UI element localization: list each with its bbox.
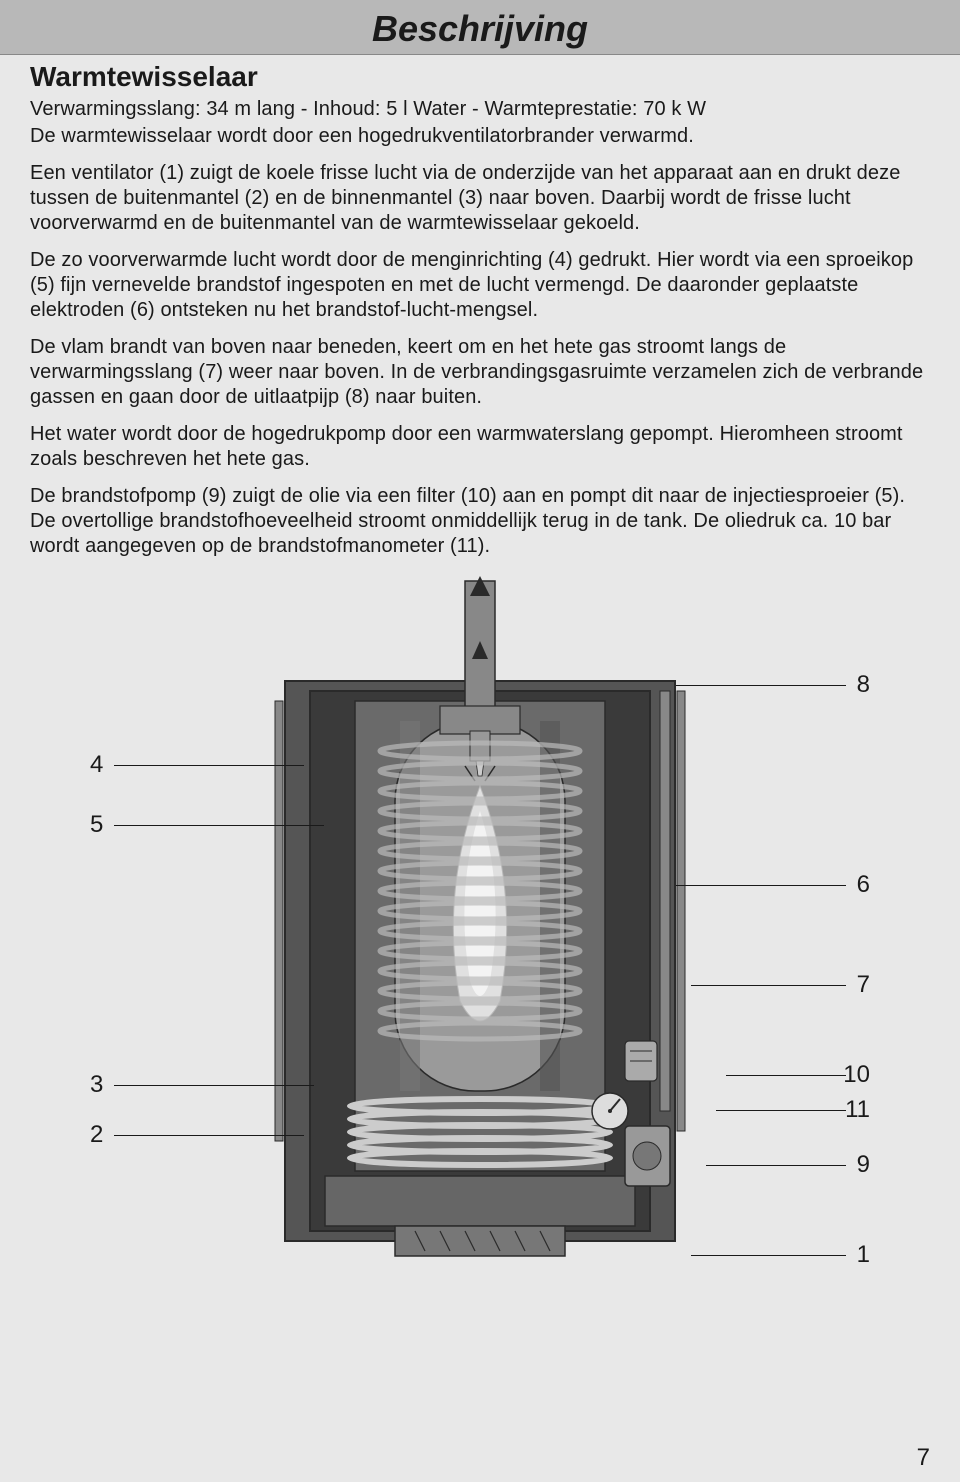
intro-line: De warmtewisselaar wordt door een hogedr…: [30, 124, 930, 149]
callout-11: 11: [840, 1096, 870, 1124]
callout-5: 5: [90, 811, 103, 839]
heat-exchanger-diagram: [265, 571, 695, 1271]
callout-label: 4: [90, 751, 103, 778]
content-area: Warmtewisselaar Verwarmingsslang: 34 m l…: [0, 55, 960, 1291]
section-title: Warmtewisselaar: [30, 61, 930, 93]
callout-2: 2: [90, 1121, 103, 1149]
page-number: 7: [917, 1444, 930, 1472]
para-4: De zo voorverwarmde lucht wordt door de …: [30, 248, 930, 323]
header-title: Beschrijving: [372, 8, 588, 49]
para-7: De brandstofpomp (9) zuigt de olie via e…: [30, 484, 930, 559]
diagram-area: 4 5 3 2 8 6 7 10: [30, 571, 930, 1291]
para-3: Een ventilator (1) zuigt de koele frisse…: [30, 161, 930, 236]
spec-line: Verwarmingsslang: 34 m lang - Inhoud: 5 …: [30, 97, 930, 122]
para-5: De vlam brandt van boven naar beneden, k…: [30, 335, 930, 410]
callout-10: 10: [840, 1061, 870, 1089]
callout-9: 9: [840, 1151, 870, 1179]
callout-4: 4: [90, 751, 103, 779]
para-6: Het water wordt door de hogedrukpomp doo…: [30, 422, 930, 472]
callout-7: 7: [840, 971, 870, 999]
callout-3: 3: [90, 1071, 103, 1099]
header-bar: Beschrijving: [0, 0, 960, 55]
callout-6: 6: [840, 871, 870, 899]
callout-8: 8: [840, 671, 870, 699]
callout-label: 3: [90, 1071, 103, 1098]
callout-1: 1: [840, 1241, 870, 1269]
callout-label: 5: [90, 811, 103, 838]
callout-label: 2: [90, 1121, 103, 1148]
